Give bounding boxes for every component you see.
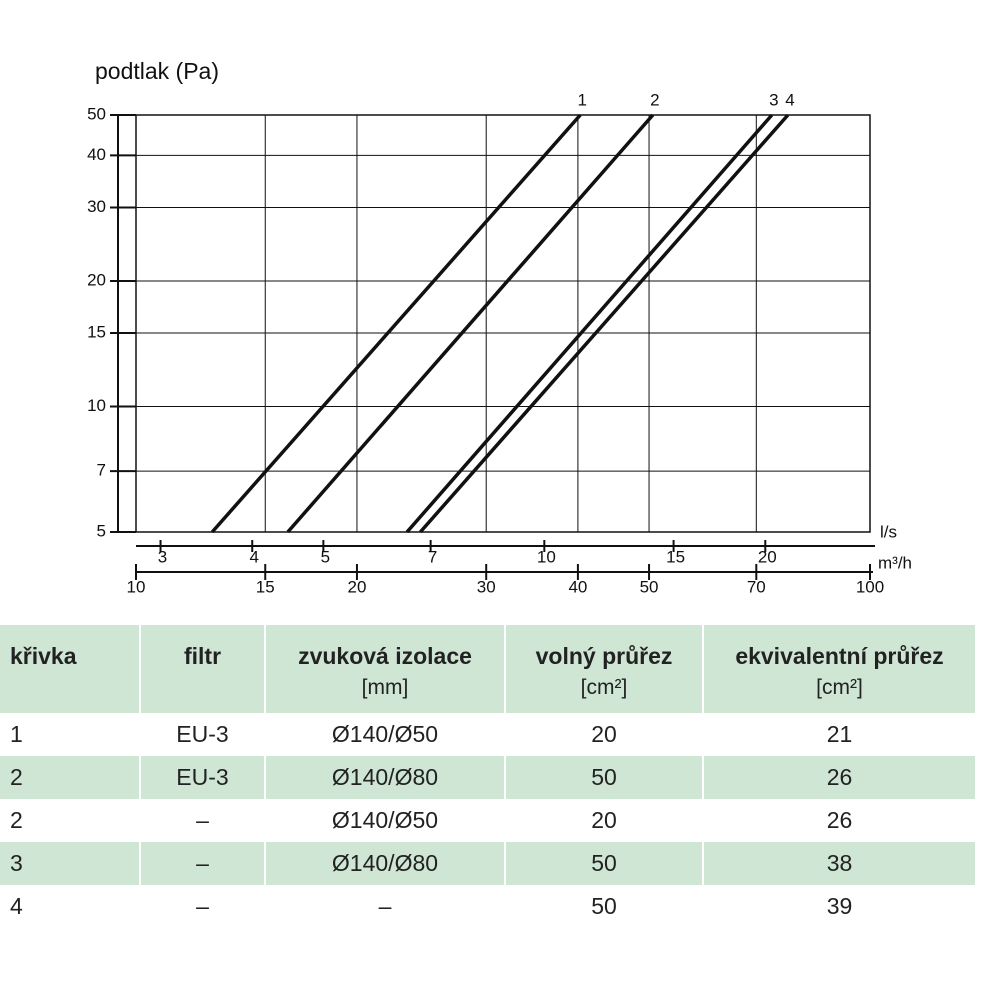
table-row: 2 EU-3 Ø140/Ø80 50 26 bbox=[0, 756, 975, 799]
table-row: 4– –50 39 bbox=[0, 885, 975, 928]
table-cell: 50 bbox=[504, 756, 703, 799]
x2-tick-label: 20 bbox=[758, 547, 777, 566]
table-cell: – bbox=[139, 885, 265, 928]
y-axis-label: podtlak (Pa) bbox=[95, 58, 219, 84]
y-tick-label: 10 bbox=[87, 396, 106, 415]
curve-label: 4 bbox=[785, 90, 794, 109]
column-title: křivka bbox=[10, 643, 77, 669]
x-tick-label: 100 bbox=[856, 577, 884, 596]
x-axis-label: m³/h bbox=[878, 553, 912, 572]
curve bbox=[210, 113, 582, 534]
table-cell: Ø140/Ø50 bbox=[264, 799, 505, 842]
x2-tick-label: 15 bbox=[666, 547, 685, 566]
x2-tick-label: 5 bbox=[321, 547, 330, 566]
x2-tick-label: 4 bbox=[250, 547, 259, 566]
x2-tick-label: 10 bbox=[537, 547, 556, 566]
column-title: ekvivalentní průřez bbox=[735, 643, 944, 669]
table-cell: 2 bbox=[10, 807, 23, 833]
x2-tick-label: 7 bbox=[428, 547, 437, 566]
table-cell: – bbox=[264, 885, 505, 928]
table-cell: 50 bbox=[504, 885, 703, 928]
curve-label: 3 bbox=[769, 90, 778, 109]
table-row: 1 EU-3 Ø140/Ø50 20 21 bbox=[0, 713, 975, 756]
table-cell: 38 bbox=[702, 842, 975, 885]
table-cell: Ø140/Ø80 bbox=[264, 756, 505, 799]
table-cell: – bbox=[139, 842, 265, 885]
table-cell: Ø140/Ø50 bbox=[264, 713, 505, 756]
x2-tick-label: 3 bbox=[158, 547, 167, 566]
plot-frame bbox=[135, 114, 871, 533]
column-header: filtr bbox=[139, 625, 265, 713]
column-title: zvuková izolace bbox=[298, 643, 472, 669]
table-cell: – bbox=[139, 799, 265, 842]
table-cell: 26 bbox=[702, 756, 975, 799]
y-tick-label: 5 bbox=[97, 521, 106, 540]
column-header: křivka bbox=[0, 625, 140, 713]
x-tick-label: 70 bbox=[747, 577, 766, 596]
table-cell: 21 bbox=[702, 713, 975, 756]
y-tick-label: 40 bbox=[87, 145, 106, 164]
column-header: ekvivalentní průřez [cm²] bbox=[702, 625, 975, 713]
column-header: zvuková izolace [mm] bbox=[264, 625, 505, 713]
table-cell: 20 bbox=[504, 799, 703, 842]
x-tick-label: 40 bbox=[568, 577, 587, 596]
x-tick-label: 20 bbox=[347, 577, 366, 596]
table-row: 2 – Ø140/Ø50 20 26 bbox=[0, 799, 975, 842]
x-tick-label: 15 bbox=[256, 577, 275, 596]
table-row: 3– Ø140/Ø80 50 38 bbox=[0, 842, 975, 885]
x2-axis-label: l/s bbox=[880, 522, 897, 541]
y-tick-label: 7 bbox=[97, 461, 106, 480]
table-cell: 39 bbox=[702, 885, 975, 928]
column-unit: [mm] bbox=[361, 676, 409, 699]
curve bbox=[286, 113, 655, 534]
table-cell: 50 bbox=[504, 842, 703, 885]
table-cell: 2 bbox=[0, 756, 140, 799]
column-unit: [cm²] bbox=[816, 676, 863, 699]
y-tick-label: 15 bbox=[87, 323, 106, 342]
x-tick-label: 50 bbox=[640, 577, 659, 596]
spec-table: křivka filtr zvuková izolace [mm] volný průř… bbox=[0, 625, 975, 928]
table-cell: 26 bbox=[702, 799, 975, 842]
table-cell: 20 bbox=[504, 713, 703, 756]
column-title: filtr bbox=[183, 643, 222, 669]
column-unit: [cm²] bbox=[580, 676, 628, 699]
table-cell: 3 bbox=[0, 842, 140, 885]
curve-label: 1 bbox=[578, 90, 587, 109]
table-cell: Ø140/Ø80 bbox=[264, 842, 505, 885]
column-header: volný průřez [cm²] bbox=[504, 625, 703, 713]
table-cell: EU-3 bbox=[139, 756, 265, 799]
column-title: volný průřez bbox=[535, 643, 673, 669]
y-tick-label: 50 bbox=[87, 104, 106, 123]
table-cell: EU-3 bbox=[139, 713, 265, 756]
x-tick-label: 30 bbox=[477, 577, 496, 596]
table-cell: 4 bbox=[10, 893, 23, 919]
curve bbox=[405, 113, 774, 534]
curve-label: 2 bbox=[650, 90, 659, 109]
x-tick-label: 10 bbox=[127, 577, 146, 596]
y-tick-label: 20 bbox=[87, 270, 106, 289]
header-row: křivka filtr zvuková izolace [mm] volný průř… bbox=[0, 625, 975, 713]
table-body: 1 EU-3 Ø140/Ø50 20 21 2 EU-3 Ø140/Ø80 50 26 2– Ø140… bbox=[0, 713, 975, 928]
curve bbox=[419, 113, 790, 534]
table-cell: 1 bbox=[10, 721, 23, 747]
y-tick-label: 30 bbox=[87, 197, 106, 216]
